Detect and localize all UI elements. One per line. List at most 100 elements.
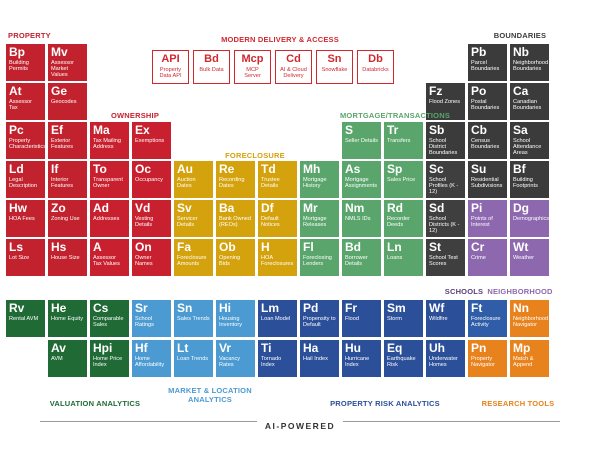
- element-tile: Ld Legal Description: [6, 161, 45, 198]
- element-tile: St School Test Scores: [426, 239, 465, 276]
- tile-symbol: Db: [368, 53, 383, 65]
- tile-name: Neighborhood Navigator: [513, 316, 549, 329]
- tile-symbol: Bp: [9, 45, 25, 59]
- tile-symbol: Hpi: [93, 341, 113, 355]
- tile-symbol: Tr: [387, 123, 399, 137]
- tile-symbol: A: [93, 240, 102, 254]
- group-label: PROPERTY: [8, 31, 51, 40]
- tile-name: NMLS IDs: [345, 216, 371, 222]
- tile-symbol: Po: [471, 84, 487, 98]
- tile-name: Loans: [387, 255, 403, 261]
- tile-symbol: Sa: [513, 123, 528, 137]
- group-label: OWNERSHIP: [110, 111, 160, 120]
- tile-name: Sales Trends: [177, 316, 210, 322]
- tile-symbol: Lm: [261, 301, 279, 315]
- element-tile: Bp Building Permits: [6, 44, 45, 81]
- element-tile: Ls Lot Size: [6, 239, 45, 276]
- element-tile: Pn Property Navigator: [468, 340, 507, 377]
- tile-symbol: Ca: [513, 84, 529, 98]
- tile-symbol: Ha: [303, 341, 319, 355]
- tile-name: Zoning Use: [51, 216, 80, 222]
- tile-name: Home Equity: [51, 316, 84, 322]
- tile-name: Occupancy: [135, 177, 163, 183]
- tile-symbol: Vd: [135, 201, 151, 215]
- tile-name: Addresses: [93, 216, 120, 222]
- tile-symbol: Sv: [177, 201, 192, 215]
- element-tile: Sn Snowflake: [316, 50, 353, 84]
- group-label: SCHOOLS: [444, 287, 484, 296]
- element-tile: Bd Borrower Details: [342, 239, 381, 276]
- tile-symbol: Ad: [93, 201, 109, 215]
- element-tile: Ca Canadian Boundaries: [510, 83, 549, 120]
- element-tile: Vd Vesting Details: [132, 200, 171, 237]
- element-tile: Fl Foreclosing Lenders: [300, 239, 339, 276]
- element-tile: Sa School Attendance Areas: [510, 122, 549, 159]
- tile-name: Legal Description: [9, 177, 37, 190]
- element-tile: Su Residential Subdivisions: [468, 161, 507, 198]
- tile-name: Transparent Owner: [93, 177, 123, 190]
- element-tile: Sc School Profiles (K - 12): [426, 161, 465, 198]
- tile-name: Vesting Details: [135, 216, 154, 229]
- tile-symbol: Ob: [219, 240, 236, 254]
- tile-symbol: Bd: [345, 240, 361, 254]
- tile-symbol: Sb: [429, 123, 445, 137]
- tile-symbol: Sn: [327, 53, 342, 65]
- element-tile: Ha Hail Index: [300, 340, 339, 377]
- tile-symbol: Ln: [387, 240, 402, 254]
- element-tile: Bd Bulk Data: [193, 50, 230, 84]
- tile-name: Transfers: [387, 138, 411, 144]
- tile-name: Auction Dates: [177, 177, 196, 190]
- element-tile: Rd Recorder Deeds: [384, 200, 423, 237]
- tile-symbol: Wt: [513, 240, 529, 254]
- tile-symbol: Rv: [9, 301, 25, 315]
- element-tile: Hs House Size: [48, 239, 87, 276]
- tile-name: Owner Names: [135, 255, 153, 268]
- tile-symbol: Ft: [471, 301, 483, 315]
- group-label: MODERN DELIVERY & ACCESS: [221, 35, 339, 44]
- tile-symbol: Nb: [513, 45, 529, 59]
- tile-name: School Attendance Areas: [513, 138, 542, 157]
- element-tile: Rv Rental AVM: [6, 300, 45, 337]
- tile-name: Wildfire: [429, 316, 448, 322]
- element-tile: Nn Neighborhood Navigator: [510, 300, 549, 337]
- tile-name: Interior Features: [51, 177, 74, 190]
- element-tile: On Owner Names: [132, 239, 171, 276]
- tile-symbol: Hu: [345, 341, 361, 355]
- element-tile: Lm Loan Model: [258, 300, 297, 337]
- element-tile: Sb School District Boundaries: [426, 122, 465, 159]
- tile-name: Hail Index: [303, 356, 328, 362]
- tile-name: School Ratings: [135, 316, 154, 329]
- tile-name: Vacancy Rates: [219, 356, 241, 369]
- tile-name: Property Data API: [159, 67, 182, 80]
- element-tile: Nm NMLS IDs: [342, 200, 381, 237]
- element-tile: To Transparent Owner: [90, 161, 129, 198]
- tile-symbol: Fl: [303, 240, 314, 254]
- tile-name: Exterior Features: [51, 138, 74, 151]
- tile-symbol: Wf: [429, 301, 445, 315]
- tile-name: Hurricane Index: [345, 356, 370, 369]
- element-tile: Hpi Home Price Index: [90, 340, 129, 377]
- element-tile: Hu Hurricane Index: [342, 340, 381, 377]
- tile-symbol: Eq: [387, 341, 403, 355]
- tile-name: Canadian Boundaries: [513, 99, 542, 112]
- tile-symbol: Sr: [135, 301, 148, 315]
- tile-name: Lot Size: [9, 255, 30, 261]
- element-tile: Re Recording Dates: [216, 161, 255, 198]
- tile-name: Tax Mailing Address: [93, 138, 121, 151]
- tile-symbol: Cs: [93, 301, 109, 315]
- footer: AI-POWERED: [0, 416, 600, 434]
- tile-name: MCP Server: [244, 67, 261, 80]
- tile-symbol: Pc: [9, 123, 24, 137]
- tile-symbol: Au: [177, 162, 193, 176]
- tile-name: Storm: [387, 316, 402, 322]
- tile-name: House Size: [51, 255, 80, 261]
- group-label: BOUNDARIES: [493, 31, 547, 40]
- element-tile: Pd Propensity to Default: [300, 300, 339, 337]
- element-tile: Ex Exemptions: [132, 122, 171, 159]
- tile-symbol: Cb: [471, 123, 487, 137]
- tile-name: School District Boundaries: [429, 138, 458, 157]
- tile-name: AI & Cloud Delivery: [280, 67, 307, 80]
- tile-name: Neighborhood Boundaries: [513, 60, 549, 73]
- tile-symbol: Pi: [471, 201, 483, 215]
